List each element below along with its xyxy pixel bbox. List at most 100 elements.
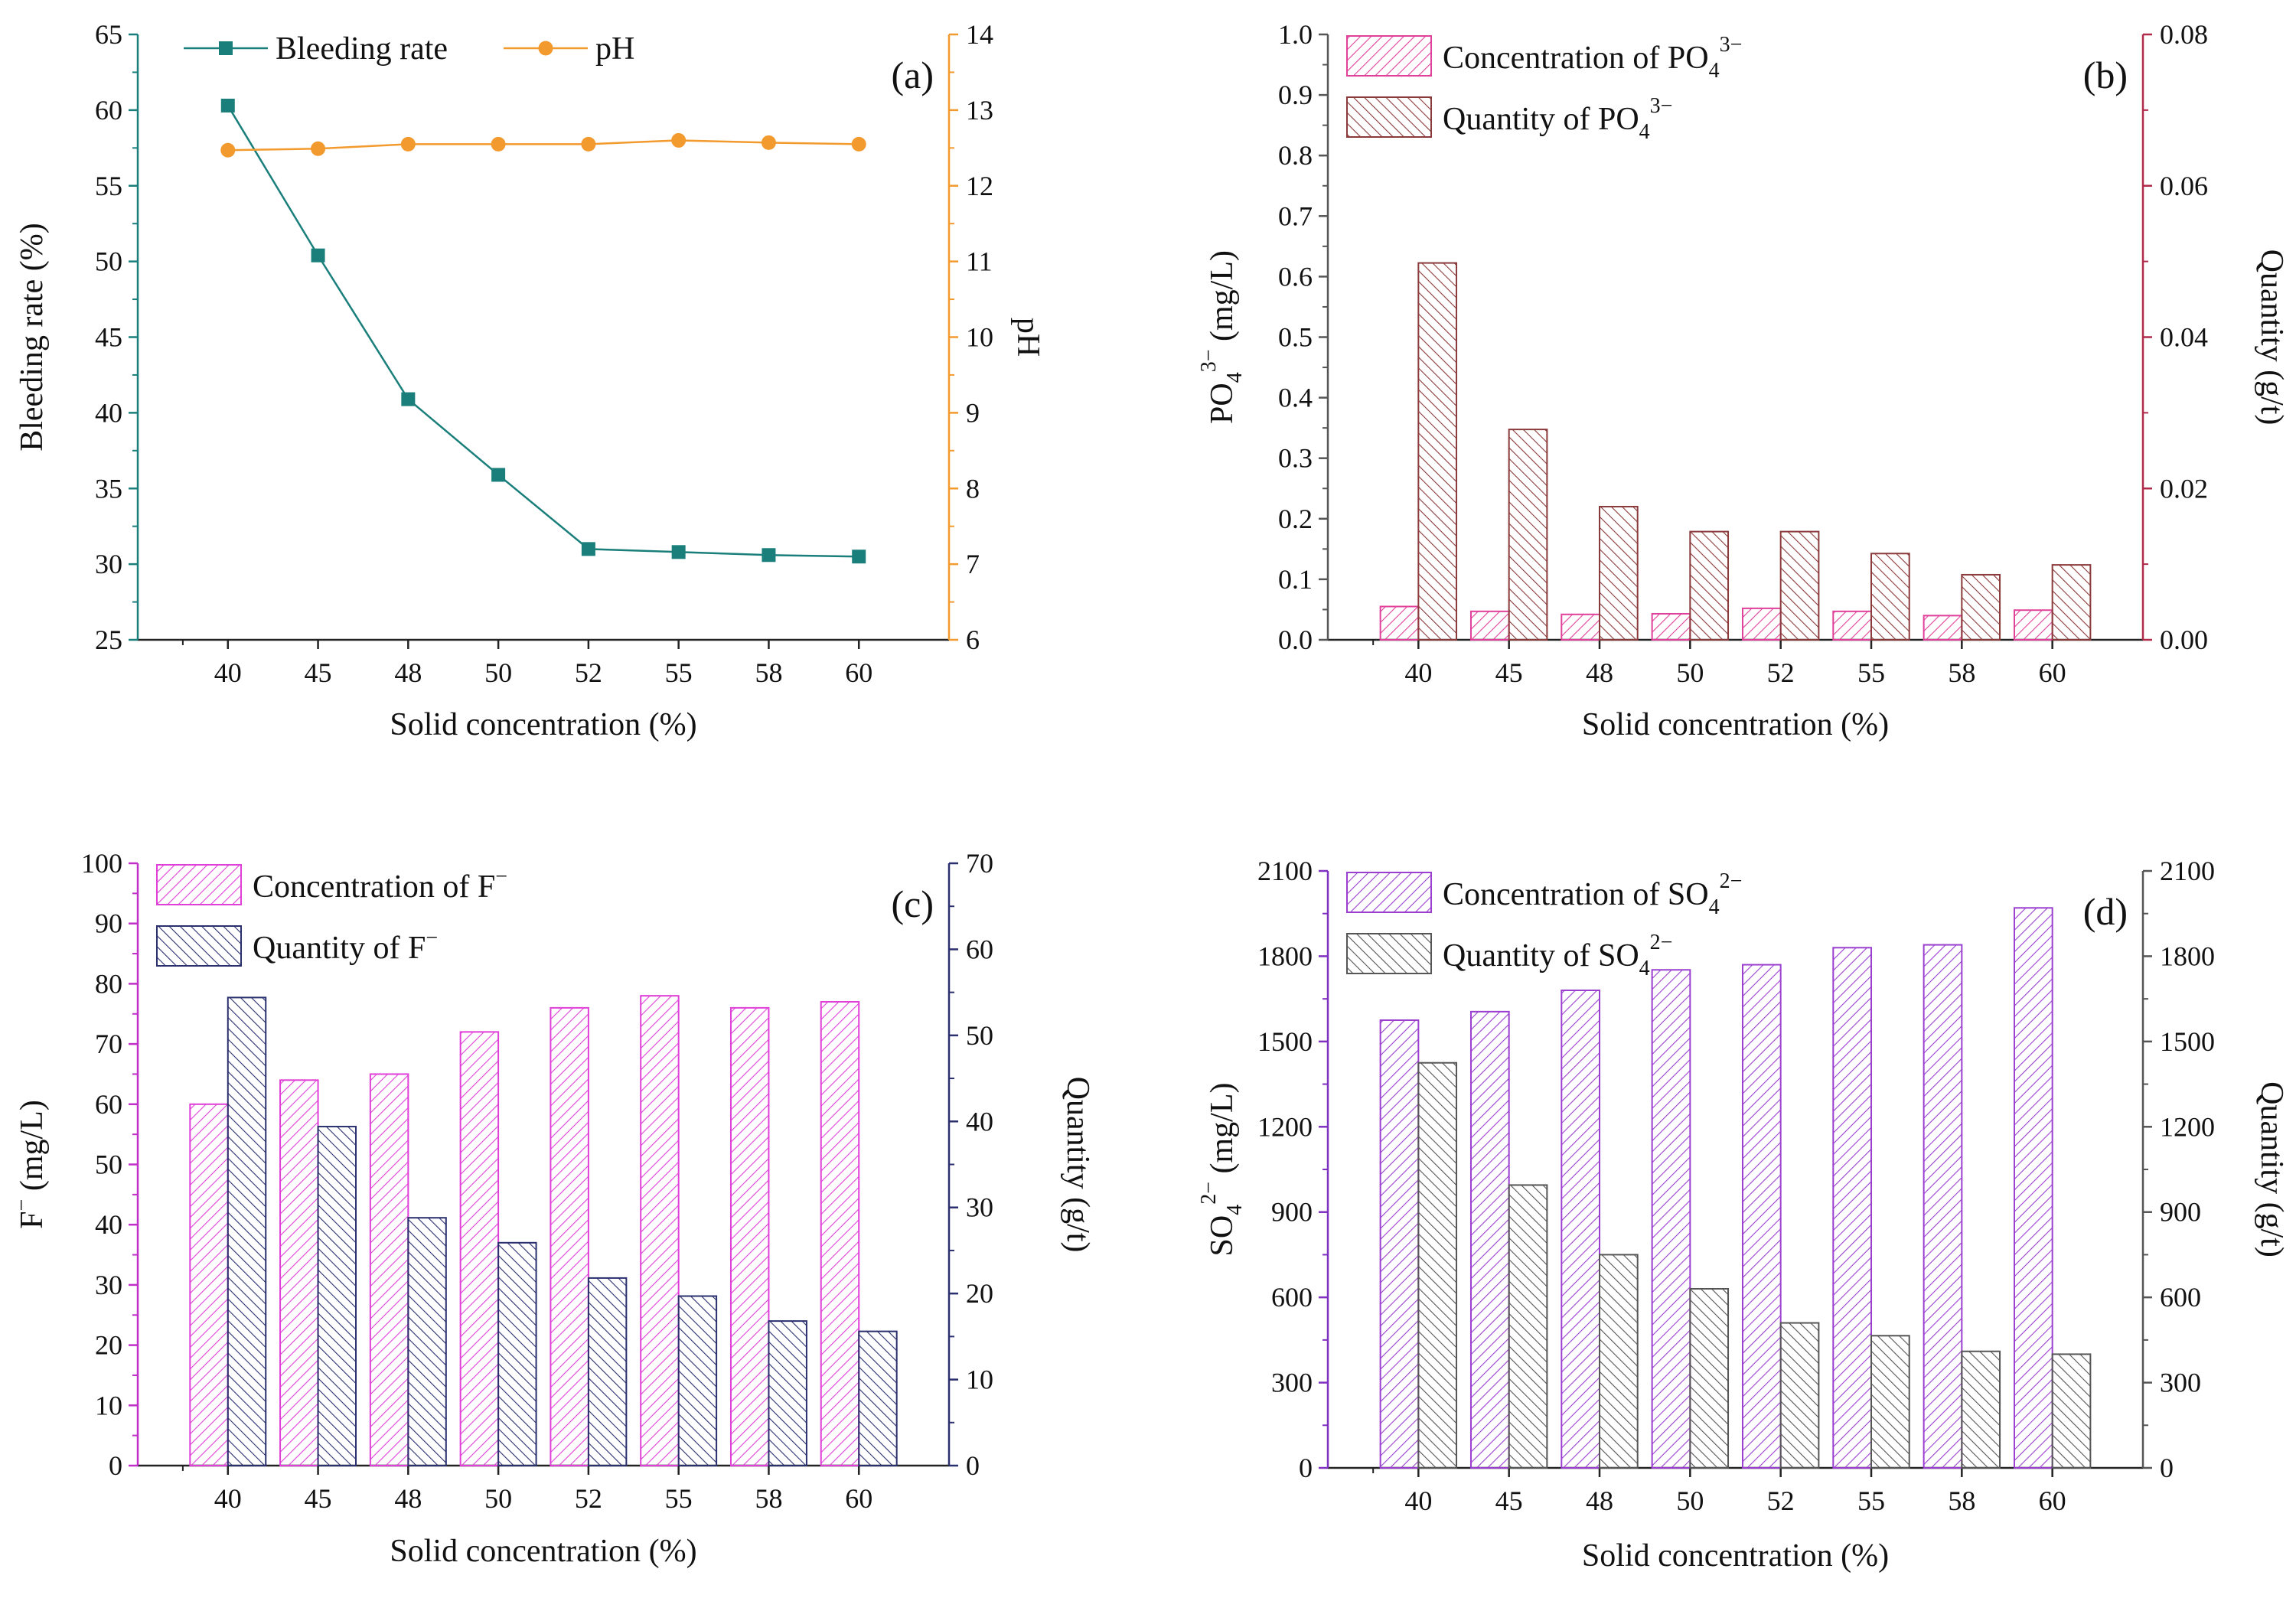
data-point — [671, 132, 687, 148]
right-tick-label: 13 — [966, 95, 993, 126]
concentration-bar — [1832, 947, 1873, 1469]
left-tick-label: 0 — [1299, 1453, 1313, 1483]
legend-swatch-quantity — [1346, 96, 1432, 138]
panel-b-phosphate: 0.0 0.1 0.2 0.3 0.4 0.5 0.6 0.7 0.8 0.9 1.0 0.00 0.0… — [1197, 19, 2289, 742]
left-tick-label: 0.9 — [1278, 80, 1313, 110]
right-tick-label: 12 — [966, 171, 993, 201]
concentration-bar — [1561, 613, 1601, 641]
x-tick-label: 40 — [1404, 1485, 1432, 1516]
quantity-bar — [2051, 564, 2092, 641]
left-tick-label: 70 — [95, 1029, 122, 1059]
right-tick-label: 900 — [2160, 1197, 2201, 1228]
right-tick-label: 70 — [966, 848, 993, 879]
data-point — [762, 548, 776, 563]
right-tick-label: 30 — [966, 1192, 993, 1223]
legend-label-concentration: Concentration of F− — [253, 865, 507, 905]
left-axis-title: F− (mg/L) — [10, 1100, 50, 1229]
right-tick-label: 11 — [966, 246, 993, 277]
right-tick-label: 0.08 — [2160, 19, 2208, 50]
concentration-bar — [1832, 610, 1873, 641]
left-tick-label: 600 — [1271, 1282, 1313, 1313]
x-tick-label: 58 — [1948, 1485, 1975, 1516]
quantity-bar — [227, 996, 267, 1466]
right-tick-label: 1800 — [2160, 941, 2215, 971]
x-tick-label: 48 — [394, 1483, 422, 1514]
left-tick-label: 0.4 — [1278, 383, 1313, 413]
data-point — [491, 468, 506, 482]
concentration-bar — [1741, 607, 1782, 641]
right-axis-title: Quantity (g/t) — [2254, 1081, 2289, 1257]
x-tick-label: 52 — [1767, 1485, 1795, 1516]
data-point — [220, 98, 235, 113]
right-tick-label: 40 — [966, 1106, 993, 1137]
legend-label-concentration-text: Concentration of F− — [253, 865, 507, 905]
series-line-ph — [227, 139, 859, 152]
concentration-bar — [1379, 605, 1420, 641]
left-tick-label: 60 — [95, 95, 122, 126]
concentration-bar — [1923, 615, 1963, 641]
x-tick-label: 55 — [665, 657, 693, 688]
left-tick-label: 1.0 — [1278, 19, 1313, 50]
left-tick-label: 10 — [95, 1390, 122, 1420]
legend-label-ph: pH — [595, 31, 634, 67]
right-axis-title: Quantity (g/t) — [1060, 1077, 1095, 1253]
left-axis-title: SO42− (mg/L) — [1197, 1083, 1247, 1257]
quantity-bar — [317, 1126, 357, 1466]
right-tick-label: 0 — [2160, 1453, 2174, 1483]
left-axis-title-text: PO43− (mg/L) — [1197, 250, 1247, 424]
x-tick-label: 45 — [305, 657, 332, 688]
x-tick-label: 45 — [1495, 1485, 1523, 1516]
x-tick-label: 50 — [1676, 657, 1704, 688]
left-tick-label: 0.1 — [1278, 564, 1313, 595]
quantity-bar — [497, 1241, 537, 1467]
panel-label: (c) — [892, 882, 934, 925]
legend-label-quantity: Quantity of F− — [253, 926, 438, 966]
left-tick-label: 80 — [95, 968, 122, 999]
quantity-bar — [1870, 553, 1910, 641]
quantity-bar — [677, 1295, 718, 1467]
right-tick-label: 10 — [966, 1365, 993, 1395]
legend-swatch-quantity — [1346, 933, 1432, 974]
x-tick-label: 40 — [1404, 657, 1432, 688]
quantity-bar — [1508, 1184, 1548, 1469]
quantity-bar — [1689, 1288, 1730, 1469]
left-tick-label: 1500 — [1257, 1026, 1313, 1057]
x-tick-label: 50 — [484, 657, 512, 688]
x-tick-label: 60 — [2039, 1485, 2066, 1516]
legend-label-quantity-text: Quantity of F− — [253, 926, 438, 966]
quantity-bar — [1599, 1254, 1639, 1469]
right-tick-label: 1500 — [2160, 1026, 2215, 1057]
x-tick-label: 45 — [305, 1483, 332, 1514]
legend-label-quantity: Quantity of PO43− — [1443, 94, 1672, 144]
legend-label-concentration-text: Concentration of SO42− — [1443, 869, 1742, 919]
left-tick-label: 300 — [1271, 1368, 1313, 1398]
left-tick-label: 0.6 — [1278, 261, 1313, 292]
right-tick-label: 0.06 — [2160, 171, 2208, 201]
concentration-bar — [189, 1103, 229, 1467]
legend-label-quantity-text: Quantity of PO43− — [1443, 94, 1672, 144]
left-tick-label: 2100 — [1257, 856, 1313, 886]
quantity-bar — [1779, 530, 1820, 641]
data-point — [401, 392, 416, 406]
left-tick-label: 65 — [95, 19, 122, 50]
left-tick-label: 20 — [95, 1330, 122, 1361]
legend-swatch-concentration — [156, 864, 242, 905]
legend-label-concentration-text: Concentration of PO43− — [1443, 33, 1742, 83]
concentration-bar — [1561, 990, 1601, 1469]
quantity-bar — [407, 1217, 447, 1466]
right-tick-label: 0 — [966, 1450, 980, 1481]
right-tick-label: 9 — [966, 397, 980, 428]
left-tick-label: 90 — [95, 908, 122, 939]
quantity-bar — [1961, 573, 2001, 641]
quantity-bar — [1779, 1322, 1820, 1469]
concentration-bar — [729, 1006, 770, 1466]
x-tick-label: 55 — [1857, 1485, 1885, 1516]
quantity-bar — [1417, 1062, 1458, 1469]
x-axis-title: Solid concentration (%) — [390, 707, 696, 742]
legend-marker-ph — [538, 41, 553, 56]
concentration-bar — [1651, 612, 1691, 641]
left-axis-title-text: SO42− (mg/L) — [1197, 1083, 1247, 1257]
concentration-bar — [2013, 609, 2053, 641]
right-tick-label: 8 — [966, 473, 980, 504]
left-axis-title-text: F− (mg/L) — [10, 1100, 50, 1229]
